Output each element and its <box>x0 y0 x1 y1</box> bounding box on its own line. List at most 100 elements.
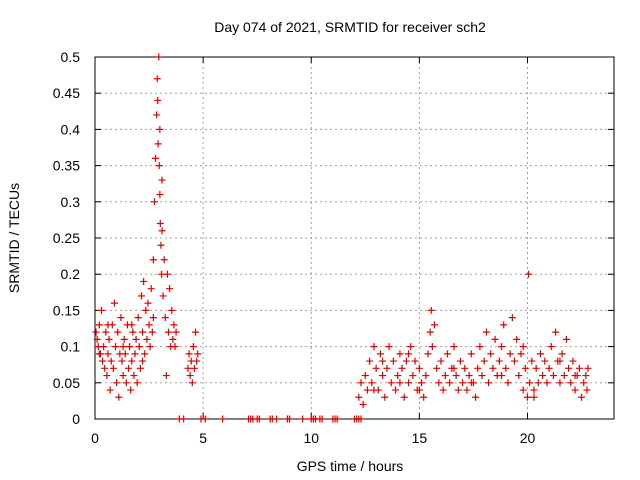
y-tick-label: 0.15 <box>53 302 80 318</box>
data-point <box>536 350 544 358</box>
data-point <box>171 343 179 351</box>
data-point <box>219 415 227 423</box>
data-point <box>409 372 417 380</box>
data-point <box>459 379 467 387</box>
data-point <box>192 328 200 336</box>
data-point <box>361 372 369 380</box>
y-tick-label: 0.35 <box>53 158 80 174</box>
data-point <box>142 306 150 314</box>
data-point <box>357 415 365 423</box>
data-point <box>143 335 151 343</box>
data-point <box>437 357 445 365</box>
data-point <box>415 364 423 372</box>
data-point <box>370 386 378 394</box>
y-tick-label: 0.25 <box>53 230 80 246</box>
data-point <box>104 350 112 358</box>
data-point <box>154 96 162 104</box>
data-point <box>188 379 196 387</box>
data-point <box>184 364 192 372</box>
data-point <box>489 364 497 372</box>
y-tick-labels: 0 0.05 0.1 0.15 0.2 0.25 0.3 0.35 0.4 0.45 0.5 <box>53 49 80 427</box>
data-point <box>487 350 495 358</box>
data-point <box>180 415 188 423</box>
data-point <box>189 343 197 351</box>
data-point <box>385 343 393 351</box>
data-point <box>121 350 129 358</box>
data-point <box>118 357 126 365</box>
data-point <box>584 364 592 372</box>
data-point <box>519 343 527 351</box>
data-point <box>582 372 590 380</box>
data-point <box>478 372 486 380</box>
y-tick-label: 0.3 <box>61 194 81 210</box>
data-point <box>299 415 307 423</box>
data-point <box>467 350 475 358</box>
data-point <box>441 372 449 380</box>
data-point <box>145 321 153 329</box>
data-point <box>147 285 155 293</box>
data-point <box>426 328 434 336</box>
data-point <box>491 335 499 343</box>
data-point <box>547 343 555 351</box>
data-point <box>495 357 503 365</box>
data-point <box>420 393 428 401</box>
data-point <box>379 357 387 365</box>
data-point <box>528 357 536 365</box>
data-point <box>120 335 128 343</box>
data-point <box>137 292 145 300</box>
data-point <box>115 393 123 401</box>
data-point <box>107 357 115 365</box>
data-point <box>558 350 566 358</box>
data-point <box>141 350 149 358</box>
data-point <box>106 386 114 394</box>
data-point <box>131 350 139 358</box>
data-point <box>504 379 512 387</box>
data-point <box>435 379 443 387</box>
y-axis-label: SRMTID / TECUs <box>6 183 22 293</box>
data-point <box>389 357 397 365</box>
data-point <box>128 357 136 365</box>
data-point <box>443 350 451 358</box>
data-point <box>407 343 415 351</box>
data-point <box>381 393 389 401</box>
data-point <box>110 299 118 307</box>
data-point <box>193 357 201 365</box>
data-point <box>532 364 540 372</box>
data-point <box>556 379 564 387</box>
data-point <box>498 343 506 351</box>
x-tick-label: 5 <box>199 430 207 446</box>
data-point <box>119 343 127 351</box>
data-point <box>355 393 363 401</box>
y-tick-label: 0 <box>72 411 80 427</box>
data-point <box>97 306 105 314</box>
data-point <box>552 328 560 336</box>
x-tick-label: 10 <box>303 430 319 446</box>
data-point <box>461 364 469 372</box>
data-point <box>273 415 281 423</box>
data-point <box>150 198 158 206</box>
data-point <box>372 364 380 372</box>
data-point <box>450 343 458 351</box>
data-point <box>190 364 198 372</box>
data-point <box>424 350 432 358</box>
data-point <box>144 299 152 307</box>
data-point <box>95 350 103 358</box>
data-point <box>474 364 482 372</box>
data-point <box>480 357 488 365</box>
data-point <box>112 343 120 351</box>
x-tick-label: 15 <box>412 430 428 446</box>
data-point <box>476 343 484 351</box>
data-point <box>105 335 113 343</box>
data-point <box>136 364 144 372</box>
data-point <box>549 372 557 380</box>
data-point <box>128 321 136 329</box>
data-point <box>125 364 133 372</box>
data-point <box>160 256 168 264</box>
data-point <box>185 350 193 358</box>
data-point <box>114 328 122 336</box>
y-tick-label: 0.2 <box>61 266 81 282</box>
data-point <box>402 357 410 365</box>
data-point <box>366 357 374 365</box>
data-point <box>100 343 108 351</box>
